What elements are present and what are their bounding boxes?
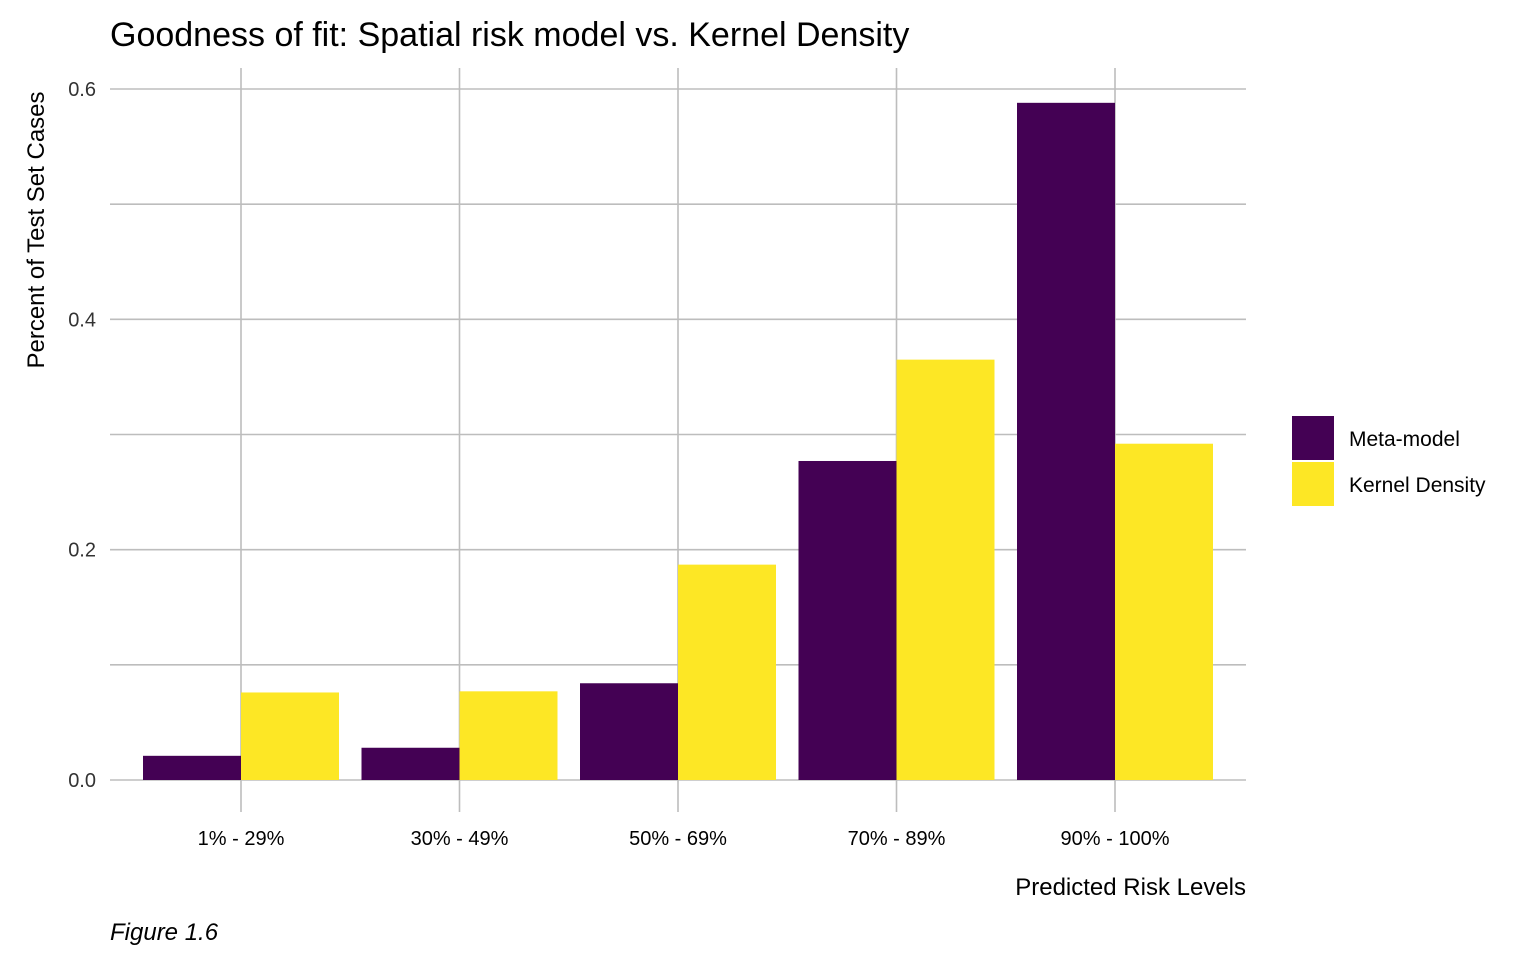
bar-meta-model-5 — [1017, 102, 1115, 780]
x-axis-title: Predicted Risk Levels — [1015, 874, 1246, 901]
legend-label: Meta-model — [1349, 428, 1460, 451]
y-tick-label: 0.6 — [68, 79, 96, 101]
bar-meta-model-2 — [361, 747, 460, 780]
legend-swatch-meta-model — [1292, 416, 1334, 460]
bar-kernel-density-5 — [1115, 443, 1213, 780]
legend-swatch-kernel-density — [1292, 462, 1334, 506]
bar-kernel-density-4 — [896, 359, 995, 780]
bar-kernel-density-3 — [678, 564, 776, 780]
x-tick-label: 50% - 69% — [629, 828, 727, 850]
y-tick-label: 0.4 — [68, 309, 96, 331]
bar-meta-model-3 — [580, 683, 678, 780]
x-tick-label: 70% - 89% — [848, 828, 946, 850]
x-axis-ticks: 1% - 29% 30% - 49% 50% - 69% 70% - 89% 90% -… — [198, 828, 1170, 850]
chart-title: Goodness of fit: Spatial risk model vs. … — [110, 16, 909, 54]
x-tick-label: 90% - 100% — [1061, 828, 1170, 850]
x-tick-label: 1% - 29% — [198, 828, 285, 850]
bar-kernel-density-2 — [459, 691, 558, 780]
y-axis-title: Percent of Test Set Cases — [23, 91, 50, 368]
bar-meta-model-4 — [798, 460, 897, 780]
y-tick-label: 0.0 — [68, 770, 96, 792]
bar-kernel-density-1 — [241, 692, 339, 780]
bar-meta-model-1 — [143, 755, 241, 780]
y-tick-label: 0.2 — [68, 540, 96, 562]
legend: Meta-model Kernel Density — [1292, 416, 1486, 506]
figure-caption: Figure 1.6 — [110, 919, 219, 946]
x-tick-label: 30% - 49% — [411, 828, 509, 850]
bars — [143, 102, 1213, 780]
y-axis-ticks: 0.0 0.2 0.4 0.6 — [68, 79, 96, 792]
legend-label: Kernel Density — [1349, 474, 1486, 497]
